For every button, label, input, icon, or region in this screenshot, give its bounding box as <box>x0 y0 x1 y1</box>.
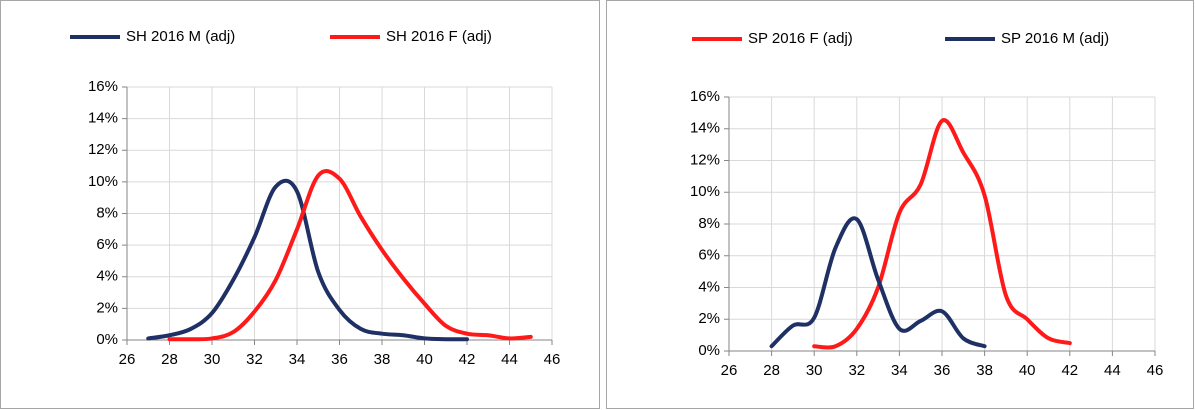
x-tick-label: 26 <box>721 362 738 379</box>
series-line <box>167 169 533 342</box>
y-tick-label: 6% <box>698 247 720 264</box>
y-tick-label: 14% <box>690 120 720 137</box>
y-tick-label: 12% <box>88 141 118 158</box>
series-line <box>812 118 1072 350</box>
x-tick-label: 28 <box>161 351 178 368</box>
series-line <box>769 216 987 349</box>
x-tick-label: 44 <box>501 351 518 368</box>
y-tick-label: 8% <box>698 215 720 232</box>
legend-label: SP 2016 M (adj) <box>1001 30 1109 47</box>
x-tick-label: 46 <box>544 351 561 368</box>
x-tick-label: 42 <box>1061 362 1078 379</box>
y-tick-label: 2% <box>698 310 720 327</box>
x-tick-label: 30 <box>806 362 823 379</box>
y-tick-label: 8% <box>96 204 118 221</box>
x-tick-label: 36 <box>331 351 348 368</box>
panel-border <box>0 0 600 409</box>
y-tick-label: 0% <box>96 331 118 348</box>
x-tick-label: 30 <box>204 351 221 368</box>
legend-label: SH 2016 F (adj) <box>386 28 492 45</box>
y-tick-label: 2% <box>96 299 118 316</box>
legend-label: SH 2016 M (adj) <box>126 28 235 45</box>
x-tick-label: 42 <box>459 351 476 368</box>
legend-label: SP 2016 F (adj) <box>748 30 853 47</box>
y-tick-label: 16% <box>690 88 720 105</box>
y-tick-label: 4% <box>698 278 720 295</box>
y-tick-label: 6% <box>96 236 118 253</box>
x-tick-label: 34 <box>289 351 306 368</box>
y-tick-label: 10% <box>88 173 118 190</box>
x-tick-label: 32 <box>246 351 263 368</box>
x-tick-label: 46 <box>1147 362 1164 379</box>
x-tick-label: 40 <box>1019 362 1036 379</box>
y-tick-label: 4% <box>96 268 118 285</box>
y-tick-label: 16% <box>88 78 118 95</box>
x-tick-label: 38 <box>374 351 391 368</box>
y-tick-label: 12% <box>690 151 720 168</box>
x-tick-label: 26 <box>119 351 136 368</box>
x-tick-label: 32 <box>848 362 865 379</box>
x-tick-label: 44 <box>1104 362 1121 379</box>
x-tick-label: 36 <box>934 362 951 379</box>
y-tick-label: 10% <box>690 183 720 200</box>
y-tick-label: 14% <box>88 110 118 127</box>
y-tick-label: 0% <box>698 342 720 359</box>
panel-border <box>606 0 1194 409</box>
x-tick-label: 34 <box>891 362 908 379</box>
x-tick-label: 38 <box>976 362 993 379</box>
x-tick-label: 40 <box>416 351 433 368</box>
series-line <box>146 178 469 342</box>
x-tick-label: 28 <box>763 362 780 379</box>
